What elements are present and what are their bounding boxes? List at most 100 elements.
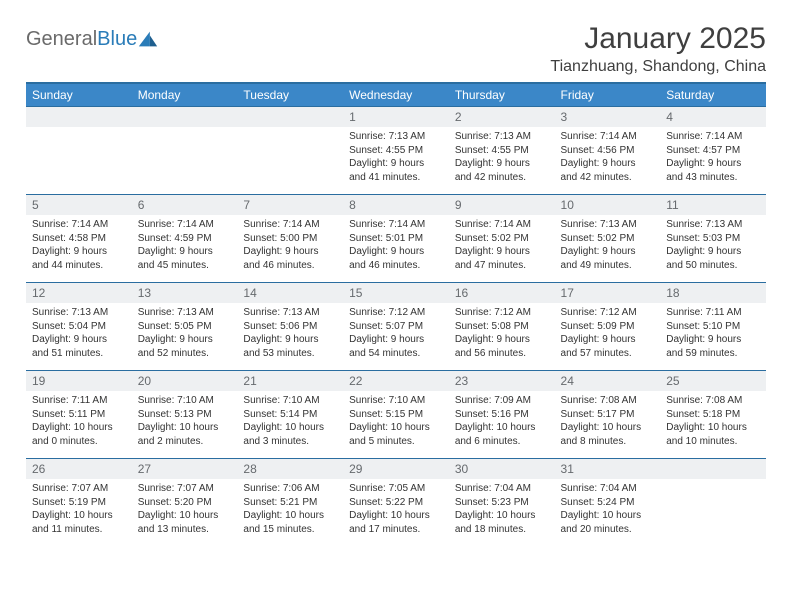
day-details: Sunrise: 7:08 AMSunset: 5:18 PMDaylight:…: [660, 391, 766, 450]
day-detail-line: Daylight: 9 hours: [666, 245, 760, 259]
day-detail-line: Sunrise: 7:14 AM: [455, 218, 549, 232]
day-details: Sunrise: 7:14 AMSunset: 4:57 PMDaylight:…: [660, 127, 766, 186]
day-number: 24: [555, 370, 661, 391]
day-detail-line: and 45 minutes.: [138, 259, 232, 273]
day-number: 30: [449, 458, 555, 479]
calendar-day-cell: 13Sunrise: 7:13 AMSunset: 5:05 PMDayligh…: [132, 282, 238, 370]
day-detail-line: Daylight: 9 hours: [349, 157, 443, 171]
day-detail-line: and 8 minutes.: [561, 435, 655, 449]
day-detail-line: Daylight: 10 hours: [561, 509, 655, 523]
day-detail-line: and 42 minutes.: [561, 171, 655, 185]
day-details: Sunrise: 7:06 AMSunset: 5:21 PMDaylight:…: [237, 479, 343, 538]
day-detail-line: Daylight: 10 hours: [349, 421, 443, 435]
brand-logo: GeneralBlue: [26, 22, 159, 51]
calendar-day-cell: 6Sunrise: 7:14 AMSunset: 4:59 PMDaylight…: [132, 194, 238, 282]
day-detail-line: and 56 minutes.: [455, 347, 549, 361]
day-details: Sunrise: 7:10 AMSunset: 5:13 PMDaylight:…: [132, 391, 238, 450]
calendar-day-cell: 31Sunrise: 7:04 AMSunset: 5:24 PMDayligh…: [555, 458, 661, 546]
day-details: Sunrise: 7:14 AMSunset: 4:56 PMDaylight:…: [555, 127, 661, 186]
day-details: Sunrise: 7:14 AMSunset: 4:58 PMDaylight:…: [26, 215, 132, 274]
day-detail-line: Sunset: 5:02 PM: [455, 232, 549, 246]
calendar-day-cell: 2Sunrise: 7:13 AMSunset: 4:55 PMDaylight…: [449, 106, 555, 194]
day-number: 20: [132, 370, 238, 391]
day-detail-line: Daylight: 10 hours: [32, 421, 126, 435]
day-detail-line: Sunset: 5:18 PM: [666, 408, 760, 422]
day-detail-line: Daylight: 9 hours: [138, 245, 232, 259]
day-number: 21: [237, 370, 343, 391]
calendar-day-cell: 30Sunrise: 7:04 AMSunset: 5:23 PMDayligh…: [449, 458, 555, 546]
day-number: 15: [343, 282, 449, 303]
day-detail-line: Daylight: 10 hours: [455, 509, 549, 523]
calendar-day-cell: 10Sunrise: 7:13 AMSunset: 5:02 PMDayligh…: [555, 194, 661, 282]
brand-name: GeneralBlue: [26, 28, 137, 51]
day-detail-line: Daylight: 10 hours: [243, 509, 337, 523]
day-detail-line: Sunrise: 7:14 AM: [32, 218, 126, 232]
day-details: Sunrise: 7:13 AMSunset: 4:55 PMDaylight:…: [343, 127, 449, 186]
day-number: 13: [132, 282, 238, 303]
day-number: 16: [449, 282, 555, 303]
day-detail-line: and 43 minutes.: [666, 171, 760, 185]
day-detail-line: and 52 minutes.: [138, 347, 232, 361]
calendar-day-cell: 7Sunrise: 7:14 AMSunset: 5:00 PMDaylight…: [237, 194, 343, 282]
weekday-header-row: Sunday Monday Tuesday Wednesday Thursday…: [26, 83, 766, 106]
day-number: 18: [660, 282, 766, 303]
day-detail-line: Sunrise: 7:12 AM: [349, 306, 443, 320]
day-details: Sunrise: 7:12 AMSunset: 5:07 PMDaylight:…: [343, 303, 449, 362]
day-detail-line: Daylight: 9 hours: [561, 333, 655, 347]
day-details: Sunrise: 7:10 AMSunset: 5:14 PMDaylight:…: [237, 391, 343, 450]
day-detail-line: and 42 minutes.: [455, 171, 549, 185]
calendar-day-cell: 21Sunrise: 7:10 AMSunset: 5:14 PMDayligh…: [237, 370, 343, 458]
day-detail-line: Sunrise: 7:13 AM: [32, 306, 126, 320]
day-detail-line: Daylight: 10 hours: [561, 421, 655, 435]
day-number: 1: [343, 106, 449, 127]
day-detail-line: Daylight: 9 hours: [561, 245, 655, 259]
day-detail-line: Sunset: 4:55 PM: [349, 144, 443, 158]
calendar-page: GeneralBlue January 2025 Tianzhuang, Sha…: [0, 0, 792, 556]
calendar-day-cell: [132, 106, 238, 194]
day-detail-line: Daylight: 9 hours: [666, 157, 760, 171]
day-details: Sunrise: 7:11 AMSunset: 5:11 PMDaylight:…: [26, 391, 132, 450]
day-detail-line: and 17 minutes.: [349, 523, 443, 537]
day-detail-line: and 46 minutes.: [349, 259, 443, 273]
day-detail-line: Sunrise: 7:14 AM: [666, 130, 760, 144]
calendar-week-row: 19Sunrise: 7:11 AMSunset: 5:11 PMDayligh…: [26, 370, 766, 458]
day-detail-line: Sunset: 5:09 PM: [561, 320, 655, 334]
day-details: Sunrise: 7:13 AMSunset: 5:05 PMDaylight:…: [132, 303, 238, 362]
day-detail-line: Daylight: 10 hours: [138, 421, 232, 435]
day-detail-line: Sunset: 5:14 PM: [243, 408, 337, 422]
day-detail-line: and 0 minutes.: [32, 435, 126, 449]
day-detail-line: Daylight: 10 hours: [138, 509, 232, 523]
day-detail-line: and 54 minutes.: [349, 347, 443, 361]
calendar-day-cell: 26Sunrise: 7:07 AMSunset: 5:19 PMDayligh…: [26, 458, 132, 546]
day-number: 12: [26, 282, 132, 303]
day-detail-line: Sunrise: 7:08 AM: [666, 394, 760, 408]
day-number: 22: [343, 370, 449, 391]
title-block: January 2025 Tianzhuang, Shandong, China: [550, 22, 766, 76]
day-detail-line: Sunset: 4:59 PM: [138, 232, 232, 246]
day-number: 10: [555, 194, 661, 215]
day-detail-line: Sunrise: 7:11 AM: [32, 394, 126, 408]
day-details: Sunrise: 7:14 AMSunset: 5:00 PMDaylight:…: [237, 215, 343, 274]
day-detail-line: Sunrise: 7:14 AM: [138, 218, 232, 232]
calendar-day-cell: 1Sunrise: 7:13 AMSunset: 4:55 PMDaylight…: [343, 106, 449, 194]
weekday-wednesday: Wednesday: [343, 83, 449, 106]
day-detail-line: Sunset: 5:08 PM: [455, 320, 549, 334]
day-detail-line: Daylight: 10 hours: [349, 509, 443, 523]
day-detail-line: Daylight: 9 hours: [138, 333, 232, 347]
day-detail-line: Daylight: 9 hours: [32, 245, 126, 259]
calendar-week-row: 5Sunrise: 7:14 AMSunset: 4:58 PMDaylight…: [26, 194, 766, 282]
day-detail-line: Sunset: 5:15 PM: [349, 408, 443, 422]
day-detail-line: and 59 minutes.: [666, 347, 760, 361]
day-details: Sunrise: 7:14 AMSunset: 5:01 PMDaylight:…: [343, 215, 449, 274]
day-detail-line: Sunset: 4:58 PM: [32, 232, 126, 246]
calendar-day-cell: 19Sunrise: 7:11 AMSunset: 5:11 PMDayligh…: [26, 370, 132, 458]
day-detail-line: and 49 minutes.: [561, 259, 655, 273]
day-detail-line: Sunset: 5:21 PM: [243, 496, 337, 510]
day-details: Sunrise: 7:12 AMSunset: 5:09 PMDaylight:…: [555, 303, 661, 362]
calendar-day-cell: 5Sunrise: 7:14 AMSunset: 4:58 PMDaylight…: [26, 194, 132, 282]
day-number: 2: [449, 106, 555, 127]
calendar-day-cell: 24Sunrise: 7:08 AMSunset: 5:17 PMDayligh…: [555, 370, 661, 458]
day-detail-line: Sunset: 5:03 PM: [666, 232, 760, 246]
calendar-day-cell: 4Sunrise: 7:14 AMSunset: 4:57 PMDaylight…: [660, 106, 766, 194]
day-detail-line: Daylight: 9 hours: [243, 333, 337, 347]
